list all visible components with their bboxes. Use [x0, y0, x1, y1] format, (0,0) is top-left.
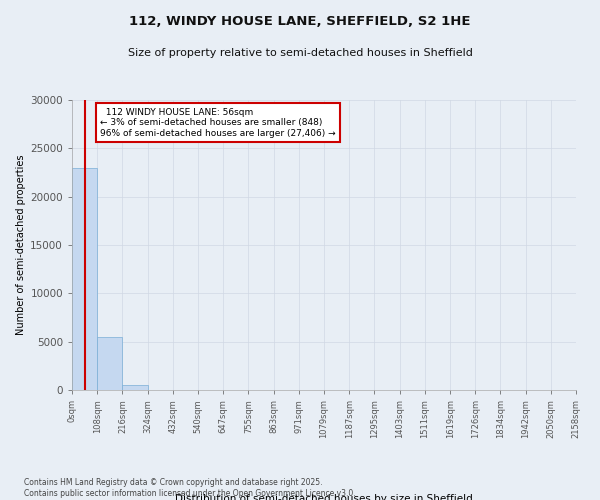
Text: Size of property relative to semi-detached houses in Sheffield: Size of property relative to semi-detach…	[128, 48, 472, 58]
Text: Contains HM Land Registry data © Crown copyright and database right 2025.
Contai: Contains HM Land Registry data © Crown c…	[24, 478, 356, 498]
X-axis label: Distribution of semi-detached houses by size in Sheffield: Distribution of semi-detached houses by …	[175, 494, 473, 500]
Y-axis label: Number of semi-detached properties: Number of semi-detached properties	[16, 155, 26, 336]
Text: 112, WINDY HOUSE LANE, SHEFFIELD, S2 1HE: 112, WINDY HOUSE LANE, SHEFFIELD, S2 1HE	[129, 15, 471, 28]
Text: 112 WINDY HOUSE LANE: 56sqm
← 3% of semi-detached houses are smaller (848)
96% o: 112 WINDY HOUSE LANE: 56sqm ← 3% of semi…	[100, 108, 335, 138]
Bar	[122, 385, 148, 390]
Bar	[97, 337, 122, 390]
Bar	[72, 168, 97, 390]
